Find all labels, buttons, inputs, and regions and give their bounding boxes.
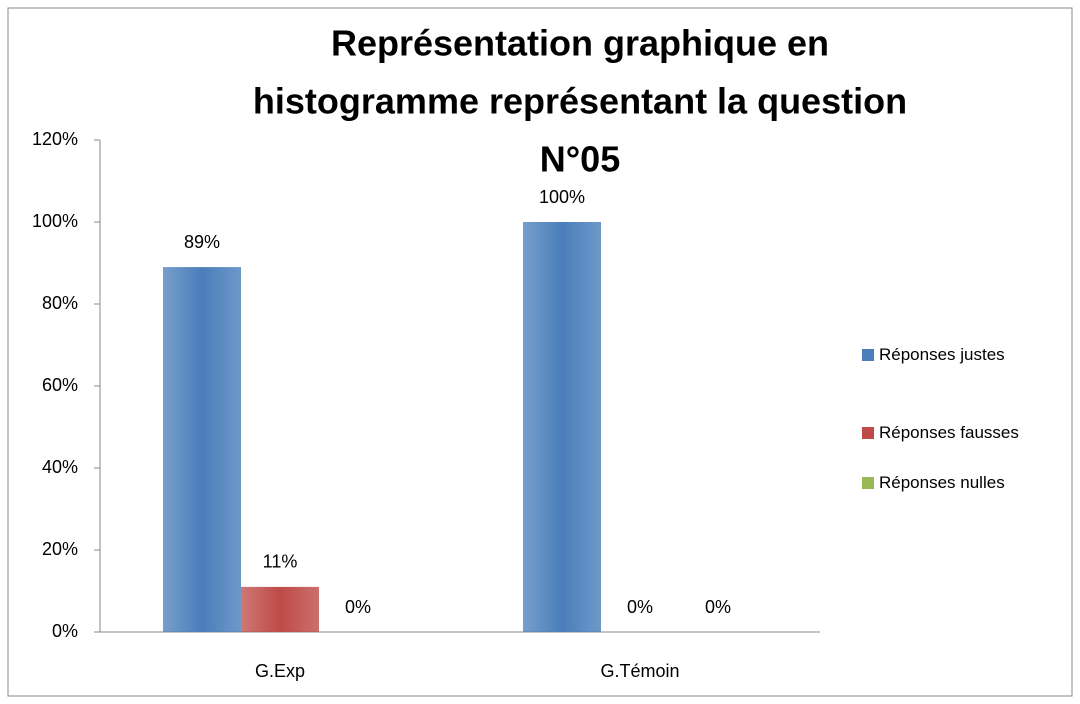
legend-label: Réponses justes	[879, 345, 1005, 364]
chart-title: Représentation graphique en	[331, 23, 829, 64]
y-tick-label: 80%	[42, 293, 78, 313]
y-tick-label: 0%	[52, 621, 78, 641]
bar	[241, 586, 319, 632]
y-tick-label: 120%	[32, 129, 78, 149]
x-tick-label: G.Exp	[255, 661, 305, 681]
x-tick-label: G.Témoin	[600, 661, 679, 681]
y-tick-label: 100%	[32, 211, 78, 231]
chart-title: N°05	[540, 139, 620, 180]
value-label: 100%	[539, 187, 585, 207]
legend-label: Réponses fausses	[879, 423, 1019, 442]
value-label: 89%	[184, 232, 220, 252]
y-tick-label: 60%	[42, 375, 78, 395]
legend: Réponses justes Réponses fausses Réponses …	[862, 340, 1062, 518]
chart-title: histogramme représentant la question	[253, 81, 907, 122]
legend-label: Réponses nulles	[879, 473, 1005, 492]
legend-item: Réponses justes	[862, 340, 1062, 370]
y-tick-label: 40%	[42, 457, 78, 477]
legend-item: Réponses nulles	[862, 468, 1062, 498]
legend-item: Réponses fausses	[862, 418, 1062, 448]
legend-swatch	[862, 427, 874, 439]
bar	[523, 222, 601, 632]
value-label: 0%	[345, 597, 371, 617]
legend-swatch	[862, 477, 874, 489]
value-label: 11%	[263, 552, 298, 572]
value-label: 0%	[627, 597, 653, 617]
y-tick-label: 20%	[42, 539, 78, 559]
value-label: 0%	[705, 597, 731, 617]
legend-swatch	[862, 349, 874, 361]
bar	[163, 267, 241, 632]
